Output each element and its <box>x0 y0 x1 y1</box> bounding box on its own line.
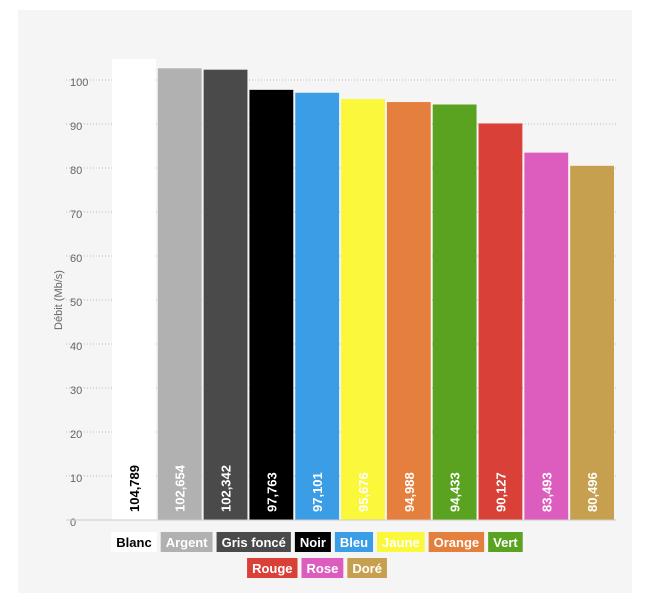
legend-swatch <box>334 532 374 552</box>
bar-chart: 0 10 20 30 40 50 60 70 80 90 100 Débit (Mb/s) 104,… <box>53 58 616 578</box>
bar-gris-foncé <box>203 69 248 521</box>
legend-swatch <box>247 558 298 578</box>
value-label: 94,988 <box>402 472 417 512</box>
y-tick-label: 90 <box>70 121 82 133</box>
chart-panel: 0 10 20 30 40 50 60 70 80 90 100 Débit (Mb/s) 104,… <box>18 10 632 593</box>
value-label: 97,101 <box>310 472 325 512</box>
legend-label: Doré <box>352 561 382 576</box>
legend-label: Blanc <box>116 535 151 550</box>
legend-swatch <box>488 532 523 552</box>
legend-item: Argent <box>160 532 213 552</box>
legend-swatch <box>301 558 344 578</box>
legend-item: Gris foncé <box>216 532 291 552</box>
value-label: 95,676 <box>356 472 371 512</box>
legend-label: Rouge <box>252 561 292 576</box>
legend-item: Noir <box>294 532 331 552</box>
value-label: 102,342 <box>219 465 234 512</box>
y-tick-label: 80 <box>70 165 82 177</box>
legend-label: Bleu <box>340 535 368 550</box>
legend-label: Gris foncé <box>222 535 286 550</box>
y-axis-label: Débit (Mb/s) <box>53 270 65 330</box>
y-tick-label: 40 <box>70 341 82 353</box>
y-tick-label: 60 <box>70 253 82 265</box>
legend-label: Jaune <box>382 535 420 550</box>
y-tick-label: 50 <box>70 297 82 309</box>
value-label: 90,127 <box>493 472 508 512</box>
legend-swatch <box>160 532 213 552</box>
legend-swatch <box>111 532 157 552</box>
legend-item: Jaune <box>377 532 425 552</box>
bar-argent <box>157 68 202 521</box>
legend-item: Orange <box>428 532 485 552</box>
legend-label: Vert <box>493 535 518 550</box>
value-label: 80,496 <box>585 472 600 512</box>
bar-noir <box>249 89 294 520</box>
legend-item: Rouge <box>247 558 298 578</box>
y-axis-ticks: 0 10 20 30 40 50 60 70 80 90 100 <box>70 77 88 529</box>
y-tick-label: 70 <box>70 209 82 221</box>
value-label: 104,789 <box>127 465 142 512</box>
y-tick-label: 100 <box>70 77 88 89</box>
legend-item: Bleu <box>334 532 374 552</box>
legend-item: Doré <box>347 558 387 578</box>
legend-label: Argent <box>166 535 209 550</box>
y-tick-label: 30 <box>70 385 82 397</box>
legend-label: Rose <box>307 561 339 576</box>
bar-rose <box>524 152 569 520</box>
bars <box>112 58 614 521</box>
legend-swatch <box>377 532 425 552</box>
y-tick-label: 10 <box>70 473 82 485</box>
value-labels: 104,789 102,654 102,342 97,763 97,101 95,676 9… <box>127 464 600 512</box>
legend-label: Orange <box>434 535 480 550</box>
legend-item: Rose <box>301 558 344 578</box>
legend-swatch <box>347 558 387 578</box>
bar-doré <box>570 165 614 520</box>
legend-item: Vert <box>488 532 523 552</box>
bar-blanc <box>112 58 156 520</box>
value-label: 94,433 <box>448 472 463 512</box>
bar-rouge <box>478 123 523 521</box>
legend-swatch <box>428 532 485 552</box>
value-label: 102,654 <box>173 464 188 512</box>
y-tick-label: 20 <box>70 429 82 441</box>
bar-jaune <box>341 99 385 520</box>
legend: Blanc Argent Gris foncé Noir Bleu Jaune Orange… <box>111 532 523 578</box>
bar-bleu <box>295 92 340 520</box>
value-label: 97,763 <box>264 472 279 512</box>
bar-orange <box>386 102 431 521</box>
y-tick-label: 0 <box>70 517 76 529</box>
value-label: 83,493 <box>539 472 554 512</box>
legend-item: Blanc <box>111 532 157 552</box>
bar-vert <box>432 104 477 520</box>
legend-swatch <box>294 532 331 552</box>
legend-label: Noir <box>300 535 326 550</box>
legend-swatch <box>216 532 291 552</box>
